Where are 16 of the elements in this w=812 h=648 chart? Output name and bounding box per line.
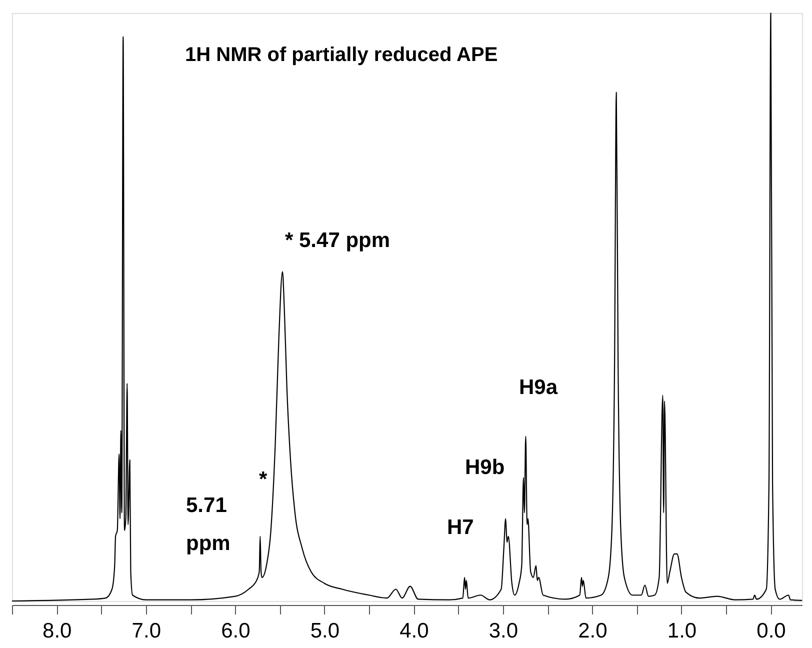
x-tick-label: 5.0 [310, 620, 340, 642]
text: 1H NMR of partially reduced APE [185, 44, 498, 66]
annotation: * 5.47 ppm [285, 229, 390, 252]
annotation: * [259, 468, 268, 491]
annotation: H9a [519, 376, 558, 399]
x-tick-label: 8.0 [42, 620, 72, 642]
x-tick-label: 7.0 [132, 620, 161, 642]
x-tick-label: 2.0 [578, 620, 608, 642]
annotation: H7 [447, 516, 474, 539]
x-tick-label: 4.0 [400, 620, 429, 642]
x-tick-label: 3.0 [488, 620, 518, 642]
x-tick-label: 6.0 [221, 620, 250, 642]
annotation: H9b [465, 456, 505, 479]
annotation: 5.71 ppm [186, 494, 230, 555]
x-tick-label: 0.0 [756, 620, 786, 642]
x-tick-label: 1.0 [667, 620, 697, 642]
